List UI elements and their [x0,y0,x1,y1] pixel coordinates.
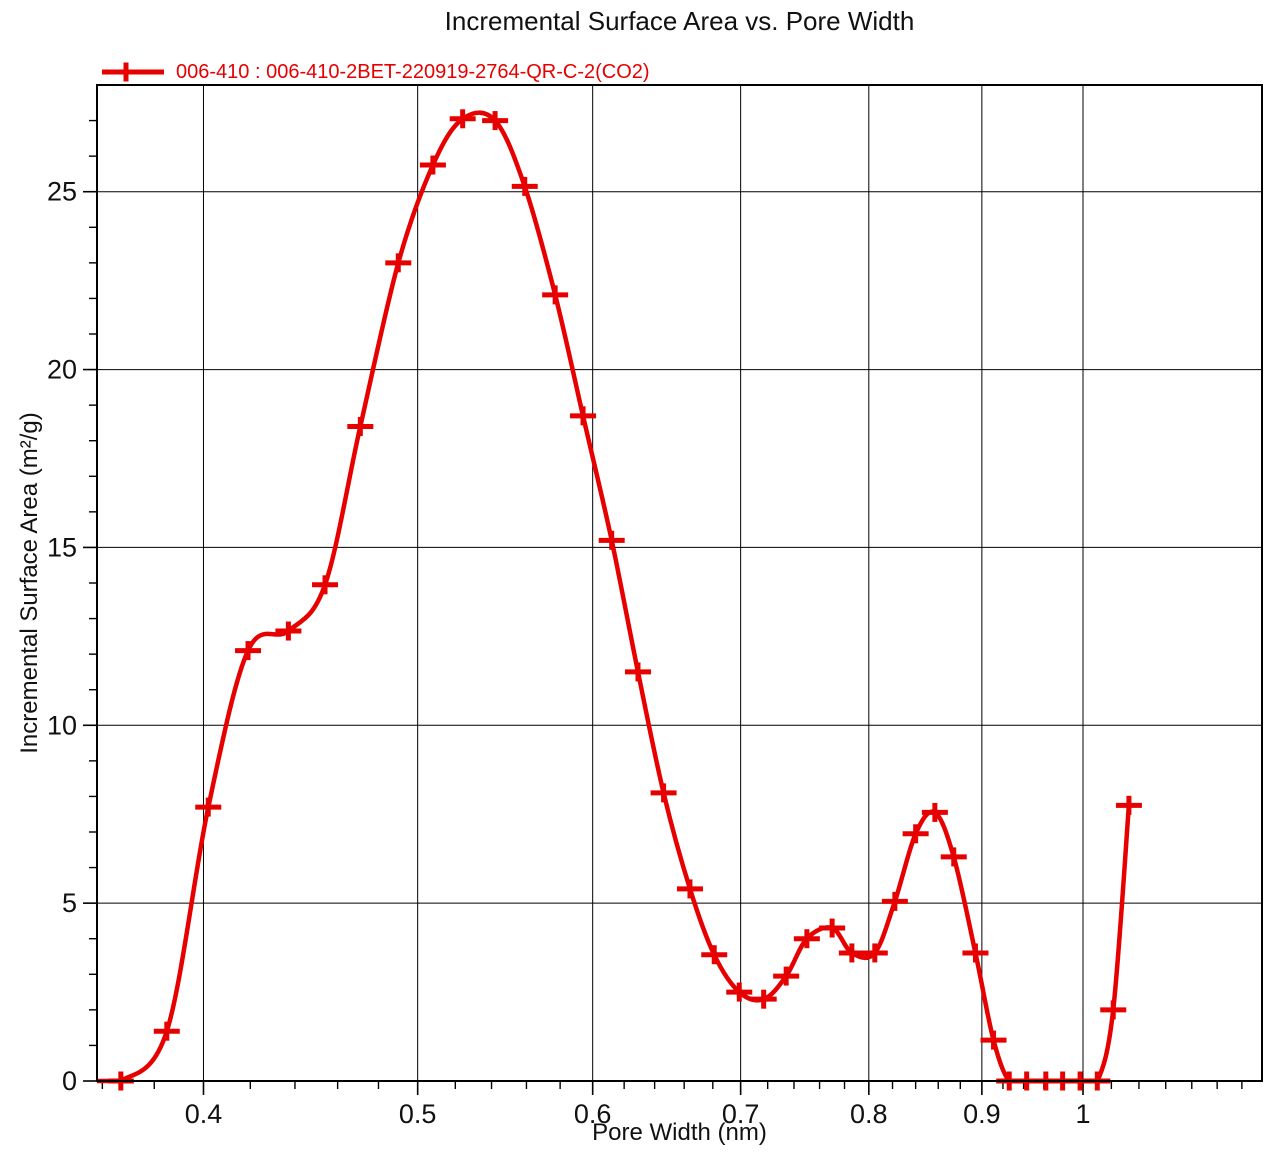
y-tick-label: 0 [62,1066,77,1096]
y-tick-label: 15 [47,532,77,562]
chart-title: Incremental Surface Area vs. Pore Width [444,6,915,36]
x-tick-label: 1 [1075,1099,1090,1129]
x-tick-label: 0.4 [185,1099,223,1129]
y-tick-label: 5 [62,888,77,918]
x-tick-label: 0.5 [399,1099,437,1129]
x-tick-label: 0.9 [963,1099,1001,1129]
grid-lines [97,85,1262,1081]
y-tick-label: 10 [47,710,77,740]
legend-label: 006-410 : 006-410-2BET-220919-2764-QR-C-… [176,60,650,83]
y-tick-label: 20 [47,355,77,385]
y-tick-label: 25 [47,177,77,207]
x-tick-label: 0.8 [850,1099,888,1129]
y-axis-title: Incremental Surface Area (m²/g) [16,412,43,754]
series-line [97,110,1132,1084]
legend-line-marker-icon [102,62,164,82]
legend: 006-410 : 006-410-2BET-220919-2764-QR-C-… [100,57,650,87]
x-axis-title: Pore Width (nm) [592,1119,767,1146]
axis-ticks [83,119,1243,1095]
plot-border [96,84,1263,1082]
series-markers [107,109,1142,1091]
x-tick-label: 0.6 [574,1099,612,1129]
x-tick-label: 0.7 [722,1099,760,1129]
